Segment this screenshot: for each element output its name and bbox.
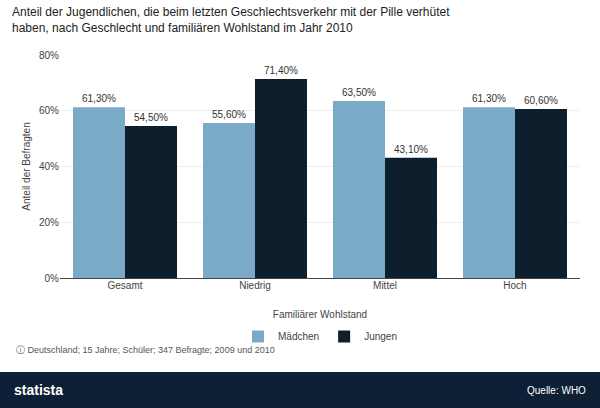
svg-text:Niedrig: Niedrig — [239, 280, 271, 291]
svg-text:43,10%: 43,10% — [394, 144, 428, 155]
svg-text:Quelle: WHO: Quelle: WHO — [527, 385, 586, 396]
svg-text:ⓘ Deutschland; 15 Jahre; Schül: ⓘ Deutschland; 15 Jahre; Schüler; 347 Be… — [16, 345, 275, 355]
svg-text:statista: statista — [14, 382, 63, 398]
svg-text:71,40%: 71,40% — [264, 65, 298, 76]
svg-text:61,30%: 61,30% — [472, 93, 506, 104]
svg-text:Mittel: Mittel — [373, 280, 397, 291]
svg-text:0%: 0% — [45, 273, 60, 284]
svg-text:Anteil der Befragten: Anteil der Befragten — [21, 122, 32, 210]
svg-text:63,50%: 63,50% — [342, 87, 376, 98]
svg-text:80%: 80% — [39, 50, 59, 61]
svg-text:40%: 40% — [39, 161, 59, 172]
svg-text:60,60%: 60,60% — [524, 95, 558, 106]
svg-text:55,60%: 55,60% — [212, 109, 246, 120]
svg-text:61,30%: 61,30% — [82, 93, 116, 104]
svg-text:54,50%: 54,50% — [134, 112, 168, 123]
svg-text:Hoch: Hoch — [503, 280, 526, 291]
svg-text:20%: 20% — [39, 217, 59, 228]
svg-text:60%: 60% — [39, 105, 59, 116]
svg-text:Anteil der Jugendlichen, die b: Anteil der Jugendlichen, die beim letzte… — [12, 5, 450, 35]
svg-text:Jungen: Jungen — [364, 331, 397, 342]
svg-text:Familiärer Wohlstand: Familiärer Wohlstand — [273, 309, 367, 320]
svg-text:Gesamt: Gesamt — [107, 280, 142, 291]
svg-text:Mädchen: Mädchen — [278, 331, 319, 342]
